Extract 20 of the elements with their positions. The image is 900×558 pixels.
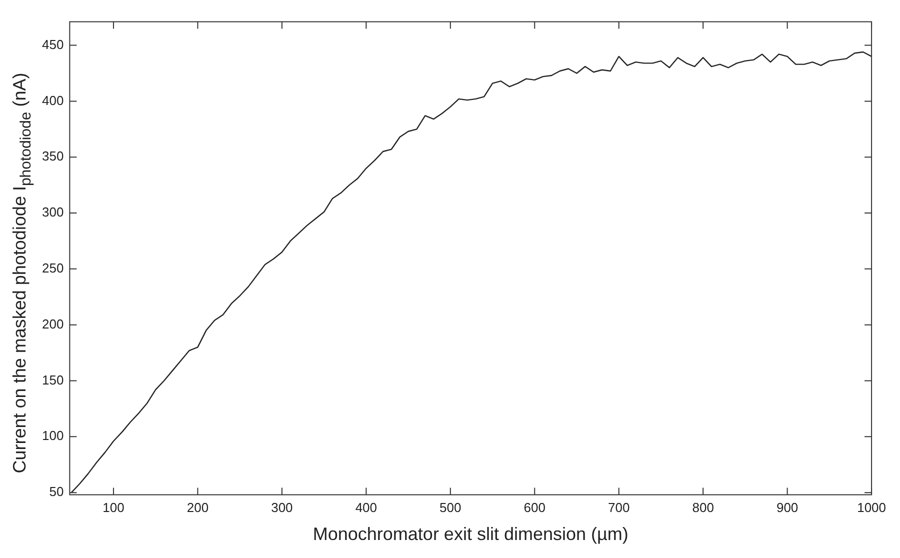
y-tick-label: 250 [42, 260, 64, 276]
y-tick-label: 100 [42, 428, 64, 444]
x-axis-title: Monochromator exit slit dimension (µm) [312, 524, 628, 544]
x-tick-label: 800 [692, 500, 714, 516]
y-tick-label: 300 [42, 204, 64, 220]
y-tick-label: 50 [49, 484, 64, 500]
x-tick-label: 500 [440, 500, 462, 516]
x-tick-label: 1000 [857, 500, 886, 516]
x-tick-label: 400 [355, 500, 378, 516]
y-tick-label: 200 [42, 316, 64, 332]
y-tick-label: 150 [42, 372, 64, 388]
y-tick-label: 400 [42, 92, 64, 108]
x-tick-label: 900 [776, 500, 798, 516]
y-tick-label: 450 [42, 36, 64, 52]
x-tick-label: 700 [608, 500, 630, 516]
x-tick-label: 100 [102, 500, 124, 516]
y-tick-label: 350 [42, 148, 64, 164]
x-tick-label: 200 [186, 500, 209, 516]
x-tick-label: 600 [524, 500, 546, 516]
x-tick-label: 300 [271, 500, 293, 516]
